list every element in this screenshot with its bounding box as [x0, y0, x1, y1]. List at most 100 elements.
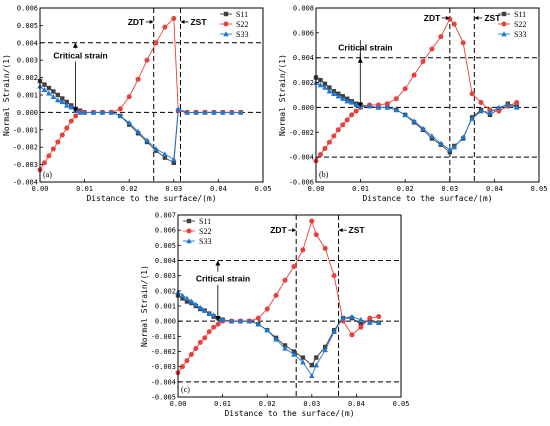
data-point-S33	[340, 315, 346, 321]
data-point-S11	[184, 299, 190, 304]
data-point-S11	[309, 362, 314, 368]
data-point-S22	[46, 153, 52, 159]
legend-label-S22: S22	[514, 20, 526, 29]
data-point-S11	[322, 344, 328, 350]
data-point-S33	[349, 313, 355, 319]
data-point-S33	[411, 118, 417, 124]
data-point-S33	[81, 109, 88, 115]
series-line-S11	[315, 77, 517, 153]
x-tick-label: 0.03	[303, 400, 320, 408]
y-tick-label: -0.001	[13, 126, 38, 134]
panel-2: 0.00 0.01 0.02 0.03 0.04 0.05 -0.005 -0.004 -0.0…	[140, 212, 409, 419]
data-point-S33	[135, 128, 141, 134]
y-tick-label: 0.004	[17, 39, 38, 47]
panel-label: (c)	[181, 385, 190, 394]
y-tick-label: 0.007	[155, 212, 176, 220]
data-point-S33	[317, 82, 324, 88]
data-point-S33	[339, 95, 346, 101]
x-axis-label: Distance to the surface/(m)	[86, 194, 216, 203]
y-tick-label: 0.000	[17, 109, 38, 117]
series-line-S33	[315, 82, 517, 151]
data-point-S33	[202, 109, 208, 115]
legend-label-S33: S33	[199, 237, 211, 246]
y-tick-label: 0.004	[293, 54, 314, 62]
data-point-S22	[55, 139, 61, 145]
x-tick-label: 0.01	[76, 185, 93, 193]
zdt-annotation: ZDT	[424, 13, 441, 23]
data-point-S33	[108, 109, 115, 115]
data-point-S33	[77, 109, 83, 115]
y-tick-label: 0.000	[293, 104, 314, 112]
data-point-S22	[206, 329, 212, 335]
data-point-S22	[273, 292, 279, 298]
data-point-S22	[184, 358, 190, 364]
panel-label: (a)	[43, 170, 52, 179]
data-point-S33	[331, 328, 337, 334]
data-point-S33	[63, 102, 70, 108]
y-tick-label: 0.006	[17, 5, 38, 13]
data-point-S22	[402, 86, 408, 92]
data-point-S22	[313, 232, 319, 238]
data-point-S22	[317, 152, 323, 158]
data-point-S22	[179, 364, 185, 370]
legend-label-S11: S11	[514, 10, 526, 19]
data-point-S33	[348, 99, 355, 105]
data-point-S11	[60, 96, 65, 101]
data-point-S11	[429, 136, 435, 141]
data-point-S33	[291, 351, 297, 357]
data-point-S22	[326, 139, 332, 145]
x-tick-label: 0.03	[165, 185, 182, 193]
data-point-S33	[55, 97, 61, 103]
data-point-S22	[202, 335, 208, 341]
data-point-S33	[366, 319, 373, 325]
legend-label-S22: S22	[236, 20, 248, 29]
data-point-S33	[99, 109, 106, 115]
data-point-S11	[42, 82, 47, 87]
data-point-S33	[193, 109, 199, 115]
data-point-S22	[144, 57, 150, 63]
legend-marker-S11	[501, 11, 507, 17]
data-point-S33	[184, 109, 190, 115]
y-tick-label: 0.003	[17, 57, 38, 65]
data-point-S11	[51, 89, 56, 94]
legend-marker-S22	[186, 228, 192, 234]
data-point-S33	[211, 109, 217, 115]
data-point-S22	[384, 101, 390, 107]
zdt-arrowhead	[149, 19, 154, 24]
data-point-S33	[228, 109, 235, 115]
data-point-S22	[496, 108, 502, 114]
x-tick-label: 0.01	[214, 400, 231, 408]
zdt-arrowhead	[445, 15, 450, 20]
x-tick-label: 0.01	[352, 185, 369, 193]
data-point-S22	[322, 245, 328, 251]
data-point-S33	[50, 93, 57, 99]
data-point-S22	[41, 160, 47, 166]
x-tick-label: 0.04	[486, 185, 503, 193]
legend-marker-S11	[186, 218, 192, 224]
data-point-S33	[487, 109, 493, 115]
zst-arrowhead	[338, 228, 343, 233]
data-point-S33	[197, 304, 204, 310]
data-point-S33	[331, 90, 337, 96]
data-point-S22	[162, 24, 168, 30]
data-point-S33	[59, 99, 66, 105]
data-point-S22	[117, 106, 123, 112]
data-point-S33	[358, 316, 364, 322]
x-tick-label: 0.05	[255, 185, 272, 193]
legend-marker-S22	[501, 21, 507, 27]
data-point-S33	[282, 345, 288, 351]
data-point-S33	[175, 106, 182, 112]
data-point-S33	[171, 156, 177, 162]
legend-label-S11: S11	[236, 10, 248, 19]
data-point-S33	[46, 90, 52, 96]
data-point-S22	[59, 132, 65, 138]
data-point-S22	[331, 273, 337, 279]
data-point-S11	[358, 322, 364, 327]
data-point-S22	[349, 332, 355, 338]
data-point-S11	[322, 81, 328, 87]
x-axis-label: Distance to the surface/(m)	[224, 409, 354, 418]
data-point-S33	[237, 318, 244, 324]
y-tick-label: -0.002	[13, 144, 38, 152]
x-tick-label: 0.05	[393, 400, 410, 408]
